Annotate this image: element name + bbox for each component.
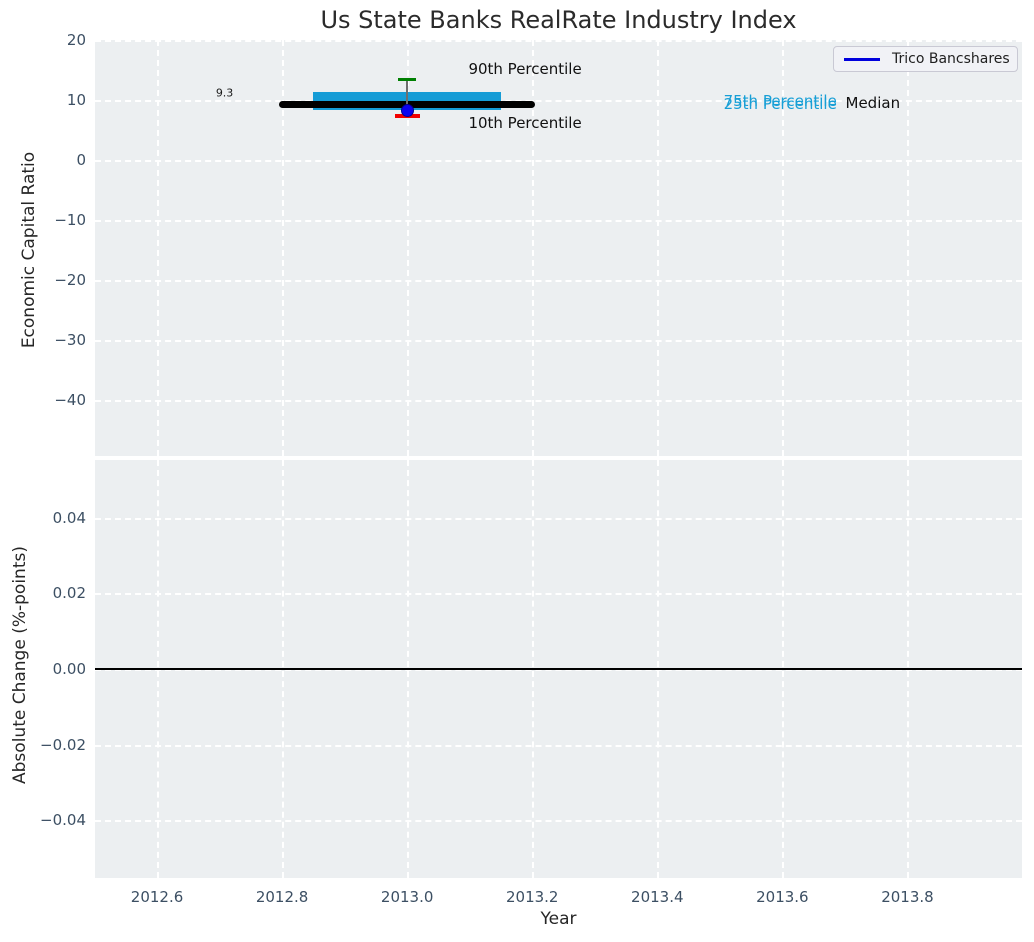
- gridline: [782, 40, 785, 456]
- gridline: [95, 669, 1022, 671]
- gridline: [532, 40, 535, 456]
- annotation-75th-percentile: 75th Percentile: [723, 91, 837, 110]
- gridline: [157, 40, 160, 456]
- y-tick-label: −30: [54, 331, 86, 349]
- legend-label: Trico Bancshares: [892, 51, 1010, 67]
- x-tick-label: 2013.8: [881, 888, 934, 906]
- annotation-10th-percentile: 10th Percentile: [468, 113, 582, 132]
- y-tick-label: −10: [54, 211, 86, 229]
- gridline: [95, 820, 1022, 823]
- gridline: [407, 40, 410, 456]
- gridline: [95, 280, 1022, 282]
- annotation-9-3: 9.3: [215, 86, 234, 100]
- y-tick-label: 20: [66, 31, 86, 49]
- y-tick-label: −0.02: [40, 735, 86, 754]
- y-tick-label: 10: [66, 91, 86, 109]
- gridline: [282, 40, 285, 456]
- x-tick-label: 2013.6: [756, 888, 809, 906]
- top-y-axis-label: Economic Capital Ratio: [19, 151, 39, 349]
- x-axis-label: Year: [540, 909, 577, 929]
- bottom-plot-area: [95, 460, 1022, 878]
- whisker: [406, 79, 408, 117]
- p90-cap: [398, 78, 417, 82]
- gridline: [95, 160, 1022, 162]
- x-tick-label: 2012.8: [255, 888, 309, 906]
- annotation-25th-percentile: 25th Percentile: [723, 95, 837, 114]
- gridline: [95, 100, 1022, 102]
- gridline: [95, 220, 1022, 222]
- top-plot-area: 9.3 90th Percentile 10th Percentile 75th Pe…: [95, 40, 1022, 456]
- y-tick-label: 0.02: [52, 584, 86, 603]
- annotation-90th-percentile: 90th Percentile: [468, 59, 582, 78]
- y-tick-label: 0.00: [52, 660, 86, 678]
- y-tick-label: −20: [54, 271, 86, 289]
- y-tick-label: −40: [54, 391, 86, 410]
- gridline: [95, 744, 1022, 747]
- gridline: [95, 400, 1022, 403]
- x-tick-label: 2013.4: [631, 888, 684, 906]
- x-tick-label: 2013.0: [380, 888, 434, 906]
- gridline: [657, 40, 660, 456]
- x-tick-label: 2012.6: [130, 888, 184, 906]
- y-tick-label: 0.04: [52, 508, 86, 527]
- zero-line: [95, 668, 1022, 670]
- company-dot: [400, 103, 414, 117]
- legend: Trico Bancshares: [833, 46, 1018, 72]
- gridline: [907, 40, 910, 456]
- legend-line-sample: [844, 57, 880, 61]
- gridline: [95, 340, 1022, 342]
- chart-title: Us State Banks RealRate Industry Index: [320, 6, 797, 34]
- x-tick-label: 2013.2: [505, 888, 559, 906]
- gridline: [95, 517, 1022, 520]
- annotation-median: Median: [845, 94, 901, 112]
- gridline: [95, 593, 1022, 596]
- gridline: [95, 40, 1022, 42]
- y-tick-label: −0.04: [40, 811, 86, 830]
- y-tick-label: 0: [76, 151, 86, 169]
